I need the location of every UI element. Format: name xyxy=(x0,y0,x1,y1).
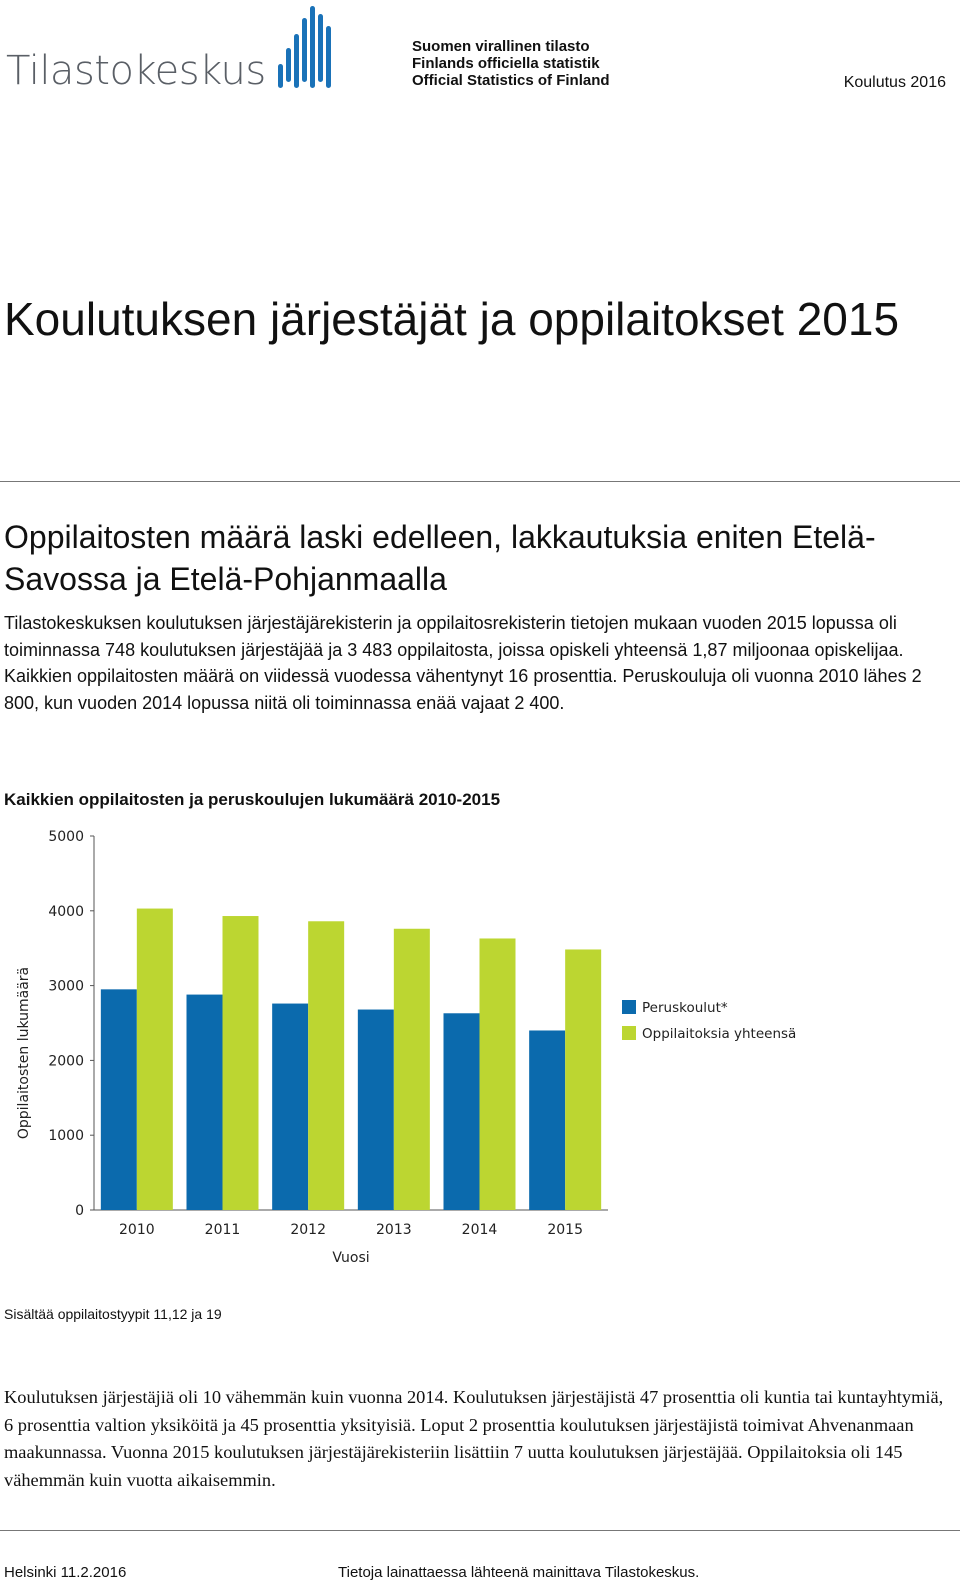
bar-peruskoulut-2015 xyxy=(529,1030,566,1210)
bar-peruskoulut-2011 xyxy=(186,994,223,1210)
chart-footnote: Sisältää oppilaitostyypit 11,12 ja 19 xyxy=(4,1306,222,1322)
legend-swatch xyxy=(622,1000,636,1014)
footer-citation: Tietoja lainattaessa lähteenä mainittava… xyxy=(338,1564,700,1581)
publication-series: Koulutus 2016 xyxy=(843,74,946,91)
divider xyxy=(0,1530,960,1531)
bar-oppilaitokset-2013 xyxy=(393,928,430,1210)
logo-bar xyxy=(318,14,323,82)
logo-bar xyxy=(310,6,315,88)
y-tick-label: 4000 xyxy=(48,904,84,920)
lead-paragraph: Tilastokeskuksen koulutuksen järjestäjär… xyxy=(4,613,922,713)
bar-peruskoulut-2010 xyxy=(100,989,137,1210)
logo-bar xyxy=(278,64,283,88)
official-line-en: Official Statistics of Finland xyxy=(412,72,610,89)
bar-chart: 0 1000 2000 3000 4000 5000 2010 2011 2012 2013 201… xyxy=(16,829,796,1266)
y-tick-label: 1000 xyxy=(48,1128,84,1144)
bar-oppilaitokset-2015 xyxy=(565,949,602,1210)
y-tick-label: 5000 xyxy=(48,829,84,845)
logo-bar xyxy=(286,48,291,82)
bar-oppilaitokset-2012 xyxy=(308,921,345,1210)
official-line-fi: Suomen virallinen tilasto xyxy=(412,38,590,55)
chart-title: Kaikkien oppilaitosten ja peruskoulujen … xyxy=(4,790,501,809)
page-subtitle: Oppilaitosten määrä laski edelleen, lakk… xyxy=(4,519,876,597)
x-tick-label: 2012 xyxy=(290,1222,326,1238)
logo-bars-icon xyxy=(278,6,331,88)
footer-date: Helsinki 11.2.2016 xyxy=(4,1564,127,1581)
divider xyxy=(0,481,960,482)
bar-oppilaitokset-2011 xyxy=(222,916,259,1210)
x-tick-label: 2014 xyxy=(462,1222,498,1238)
official-line-sv: Finlands officiella statistik xyxy=(412,55,600,72)
body-paragraph: Koulutuksen järjestäjiä oli 10 vähemmän … xyxy=(4,1387,944,1490)
logo-bar xyxy=(326,26,331,88)
x-axis-label: Vuosi xyxy=(332,1250,369,1266)
logo-bar xyxy=(302,18,307,82)
official-statistics-label: Suomen virallinen tilasto Finlands offic… xyxy=(412,38,610,89)
bar-oppilaitokset-2014 xyxy=(479,938,516,1210)
logo-wordmark: Tilastokeskus xyxy=(6,48,266,94)
x-tick-label: 2015 xyxy=(547,1222,583,1238)
x-tick-label: 2013 xyxy=(376,1222,412,1238)
y-axis-label: Oppilaitosten lukumäärä xyxy=(16,967,32,1139)
logo-bar xyxy=(294,34,299,88)
bar-peruskoulut-2012 xyxy=(272,1003,309,1210)
y-tick-label: 0 xyxy=(75,1203,84,1219)
page-title: Koulutuksen järjestäjät ja oppilaitokset… xyxy=(4,293,900,345)
x-tick-label: 2010 xyxy=(119,1222,155,1238)
legend-swatch xyxy=(622,1026,636,1040)
bar-peruskoulut-2014 xyxy=(443,1013,480,1210)
bar-oppilaitokset-2010 xyxy=(136,908,173,1210)
page-header: Tilastokeskus Suomen virallinen tilasto … xyxy=(0,0,960,110)
legend-label: Oppilaitoksia yhteensä xyxy=(642,1026,796,1042)
legend-label: Peruskoulut* xyxy=(642,1000,728,1016)
y-tick-label: 3000 xyxy=(48,979,84,995)
x-tick-label: 2011 xyxy=(205,1222,241,1238)
y-tick-label: 2000 xyxy=(48,1053,84,1069)
bar-peruskoulut-2013 xyxy=(357,1009,394,1210)
